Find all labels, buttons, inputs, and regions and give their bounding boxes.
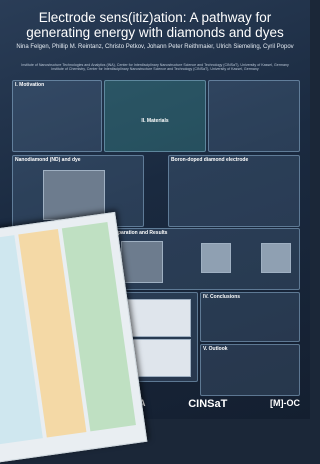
materials-box: II. Materials xyxy=(104,80,206,152)
logo-row: INA CINSaT [M]-OC xyxy=(130,398,300,410)
solar-box xyxy=(208,80,300,152)
motivation-box: I. Motivation xyxy=(12,80,102,152)
section-heading: V. Outlook xyxy=(201,345,299,353)
bdd-box: Boron-doped diamond electrode xyxy=(168,155,300,227)
section-heading: II. Materials xyxy=(105,117,205,125)
section-heading: I. Motivation xyxy=(13,81,101,89)
section-heading: III. Preparation and Results xyxy=(101,229,299,237)
poster-title: Electrode sens(itiz)ation: A pathway for… xyxy=(10,10,300,40)
logo: [M]-OC xyxy=(270,398,300,410)
figure xyxy=(121,241,163,283)
affiliations: Institute of Nanostructure Technologies … xyxy=(10,63,300,72)
section-heading: IV. Conclusions xyxy=(201,293,299,301)
section-heading: Nanodiamond (ND) and dye xyxy=(13,156,143,164)
authors: Nina Felgen, Phillip M. Reintanz, Christ… xyxy=(10,44,300,51)
logo: CINSaT xyxy=(188,398,227,410)
figure xyxy=(261,243,291,273)
page: {"header":{"title":"Electrode sens(itiz)… xyxy=(0,0,310,419)
results-box: III. Preparation and Results xyxy=(100,228,300,290)
section-heading: Boron-doped diamond electrode xyxy=(169,156,299,164)
affiliation: Institute of Chemistry, Center for Inter… xyxy=(10,67,300,71)
conclusions-box: IV. Conclusions xyxy=(200,292,300,342)
figure xyxy=(43,170,105,220)
outlook-box: V. Outlook xyxy=(200,344,300,396)
figure xyxy=(201,243,231,273)
